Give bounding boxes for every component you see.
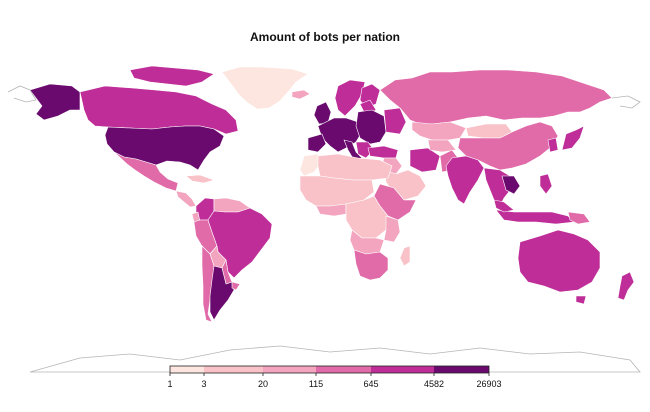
country-southern-africa xyxy=(353,249,389,281)
country-kazakhstan xyxy=(411,121,467,141)
map-title: Amount of bots per nation xyxy=(250,30,400,44)
legend-break-label: 20 xyxy=(258,379,268,389)
country-sumatra-malaysia xyxy=(493,199,515,213)
legend-break-label: 115 xyxy=(309,379,323,389)
country-alaska xyxy=(29,83,81,121)
country-usa xyxy=(104,125,225,171)
country-canada-arctic-islands xyxy=(129,65,215,87)
country-algeria-libya-egypt xyxy=(317,153,393,181)
country-eastern-europe xyxy=(355,109,387,145)
country-east-africa xyxy=(383,215,401,243)
country-madagascar xyxy=(399,245,411,267)
country-korea xyxy=(547,137,559,153)
country-argentina xyxy=(209,265,235,321)
country-morocco-west-sahara xyxy=(299,153,321,177)
country-japan xyxy=(561,125,585,151)
legend-swatch-4 xyxy=(316,366,371,373)
legend-swatch-1 xyxy=(170,366,204,373)
country-chile xyxy=(201,245,215,323)
bering-outline xyxy=(7,85,37,103)
country-mexico xyxy=(113,151,179,192)
country-italy xyxy=(343,139,363,161)
country-australia xyxy=(517,229,601,293)
country-iceland xyxy=(291,89,311,100)
color-legend: 1 3 20 115 645 4582 26903 xyxy=(167,365,502,389)
country-brazil xyxy=(207,207,273,279)
country-philippines xyxy=(539,173,553,195)
country-thailand-indochina xyxy=(501,175,521,195)
legend-swatch-5 xyxy=(371,366,434,373)
country-uruguay xyxy=(231,281,241,291)
legend-swatch-3 xyxy=(263,366,316,373)
country-png xyxy=(567,211,591,225)
country-canada xyxy=(79,85,239,135)
country-greenland xyxy=(221,66,309,110)
country-western-europe xyxy=(317,117,363,153)
arctic-coast-outline xyxy=(611,95,641,109)
legend-break-label: 645 xyxy=(363,379,378,389)
legend-break-label: 4582 xyxy=(424,379,444,389)
country-iran xyxy=(409,147,441,173)
country-scandinavia xyxy=(334,79,366,117)
legend-break-label: 26903 xyxy=(476,379,501,389)
country-central-america xyxy=(175,190,197,208)
country-indonesia xyxy=(495,209,575,225)
country-antarctica xyxy=(29,345,641,373)
legend-break-label: 1 xyxy=(167,379,172,389)
country-nigeria-ghana xyxy=(315,203,347,217)
country-central-asia xyxy=(427,139,457,153)
legend-swatch-2 xyxy=(204,366,263,373)
country-turkey xyxy=(367,145,399,159)
country-cuba-caribbean xyxy=(185,174,215,184)
legend-frame xyxy=(169,365,490,374)
country-russia xyxy=(379,69,613,125)
country-india xyxy=(445,155,485,205)
legend-swatch-6 xyxy=(434,366,489,373)
legend-break-label: 3 xyxy=(201,379,206,389)
country-ukraine-belarus xyxy=(383,107,407,135)
country-tasmania xyxy=(575,295,587,305)
country-iberia xyxy=(307,133,327,153)
country-new-zealand xyxy=(617,271,635,301)
